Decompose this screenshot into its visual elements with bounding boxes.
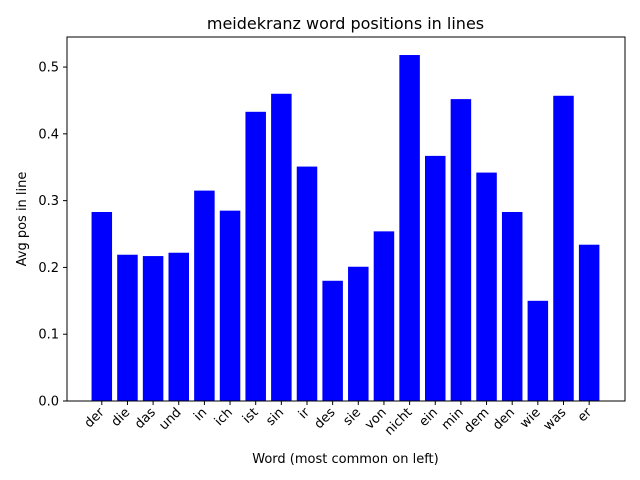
x-tick-label: nicht [382,405,415,438]
bar-und [168,252,189,401]
bars-group [91,55,600,402]
bar-ich [219,210,241,401]
x-tick-label: ich [212,405,236,429]
x-tick-label: die [109,405,134,430]
x-tick-label: ist [240,405,262,427]
x-tick-label: und [156,405,184,433]
x-tick-label: was [541,405,570,434]
x-tick-label: min [439,405,467,433]
x-tick-label: den [490,405,518,433]
bar-der [91,211,113,401]
x-tick-label: sie [341,405,365,429]
y-tick-label: 0.2 [38,261,59,276]
y-axis-label: Avg pos in line [15,172,30,267]
bar-er [578,244,600,401]
y-tick-label: 0.1 [38,328,59,343]
bar-in [194,190,215,401]
x-tick-label: der [82,405,108,431]
chart-title: meidekranz word positions in lines [207,14,484,33]
x-axis-label: Word (most common on left) [252,452,438,467]
bar-den [501,211,523,401]
bar-nicht [399,55,420,401]
x-tick-label: er [575,405,596,426]
bar-ein [425,155,446,401]
plot-frame [66,36,626,402]
bar-min [450,99,472,402]
bar-ir [296,166,318,401]
y-axis-ticks: 0.0 0.1 0.2 0.3 0.4 0.5 [38,61,67,410]
x-tick-label: wie [517,405,543,431]
y-tick-label: 0.0 [38,395,59,410]
y-tick-label: 0.5 [38,61,59,76]
x-tick-label: das [132,405,159,432]
y-tick-label: 0.3 [38,194,59,209]
x-tick-label: dem [461,405,492,436]
bar-dem [476,172,497,401]
bar-ist [245,111,266,402]
bar-was [553,95,574,402]
bar-sin [271,93,292,402]
bar-das [142,256,164,401]
x-tick-label: des [312,405,339,432]
bar-von [373,231,395,401]
bar-wie [527,300,549,401]
x-tick-label: ir [296,405,313,422]
x-tick-label: ein [416,405,441,430]
x-tick-label: in [191,405,210,424]
bar-die [117,254,138,401]
y-tick-label: 0.4 [38,127,59,142]
bar-des [322,280,343,401]
bar-sie [348,266,369,401]
x-tick-label: sin [263,405,287,429]
